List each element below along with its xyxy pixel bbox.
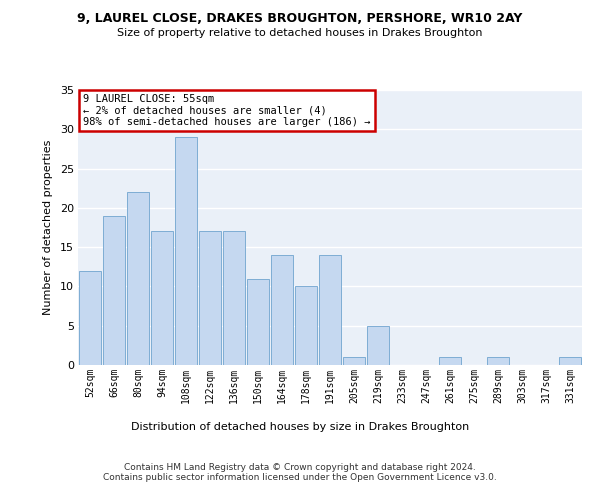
- Bar: [151, 232, 173, 365]
- Text: 9 LAUREL CLOSE: 55sqm
← 2% of detached houses are smaller (4)
98% of semi-detach: 9 LAUREL CLOSE: 55sqm ← 2% of detached h…: [83, 94, 371, 128]
- Text: Size of property relative to detached houses in Drakes Broughton: Size of property relative to detached ho…: [117, 28, 483, 38]
- Bar: [247, 278, 269, 365]
- Text: Distribution of detached houses by size in Drakes Broughton: Distribution of detached houses by size …: [131, 422, 469, 432]
- Bar: [79, 270, 101, 365]
- Bar: [295, 286, 317, 365]
- Bar: [127, 192, 149, 365]
- Bar: [103, 216, 125, 365]
- Text: 9, LAUREL CLOSE, DRAKES BROUGHTON, PERSHORE, WR10 2AY: 9, LAUREL CLOSE, DRAKES BROUGHTON, PERSH…: [77, 12, 523, 26]
- Bar: [367, 326, 389, 365]
- Bar: [319, 255, 341, 365]
- Y-axis label: Number of detached properties: Number of detached properties: [43, 140, 53, 315]
- Bar: [439, 357, 461, 365]
- Bar: [559, 357, 581, 365]
- Bar: [175, 137, 197, 365]
- Bar: [223, 232, 245, 365]
- Bar: [487, 357, 509, 365]
- Bar: [199, 232, 221, 365]
- Text: Contains HM Land Registry data © Crown copyright and database right 2024.
Contai: Contains HM Land Registry data © Crown c…: [103, 462, 497, 482]
- Bar: [343, 357, 365, 365]
- Bar: [271, 255, 293, 365]
